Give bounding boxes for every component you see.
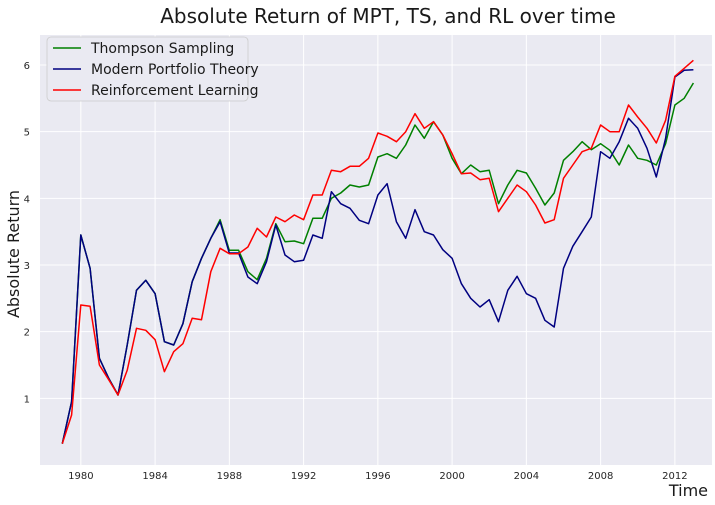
series-line-modern-portfolio-theory: [61, 68, 694, 444]
plot-area: [40, 35, 712, 465]
x-tick-label: 2012: [662, 471, 687, 482]
x-tick-label: 1988: [217, 471, 242, 482]
series-layer: [61, 59, 695, 444]
chart-title: Absolute Return of MPT, TS, and RL over …: [160, 4, 616, 28]
x-axis: 1980 1984 1988 1992 1996 2000 2004 2008 2012: [68, 471, 687, 482]
x-axis-label: Time: [668, 481, 708, 500]
legend: Thompson Sampling Modern Portfolio Theory…: [46, 36, 259, 102]
y-tick-label: 1: [24, 394, 30, 405]
y-tick-label: 3: [24, 261, 30, 272]
x-tick-label: 1980: [68, 471, 93, 482]
legend-box: [46, 36, 249, 102]
legend-entry: Modern Portfolio Theory: [91, 62, 259, 78]
y-tick-label: 5: [24, 128, 30, 139]
y-tick-label: 2: [24, 328, 30, 339]
x-tick-label: 1984: [142, 471, 167, 482]
y-tick-label: 6: [24, 61, 30, 72]
x-tick-label: 2004: [514, 471, 539, 482]
x-tick-label: 1996: [365, 471, 390, 482]
legend-entry: Reinforcement Learning: [91, 83, 259, 99]
x-tick-label: 2000: [439, 471, 464, 482]
y-tick-label: 4: [24, 194, 30, 205]
x-tick-label: 1992: [291, 471, 316, 482]
y-axis-label: Absolute Return: [4, 190, 23, 318]
series-line-reinforcement-learning: [61, 59, 694, 444]
y-axis: 1 2 3 4 5 6: [24, 61, 30, 405]
legend-entry: Thompson Sampling: [90, 41, 234, 57]
x-tick-label: 2008: [588, 471, 613, 482]
